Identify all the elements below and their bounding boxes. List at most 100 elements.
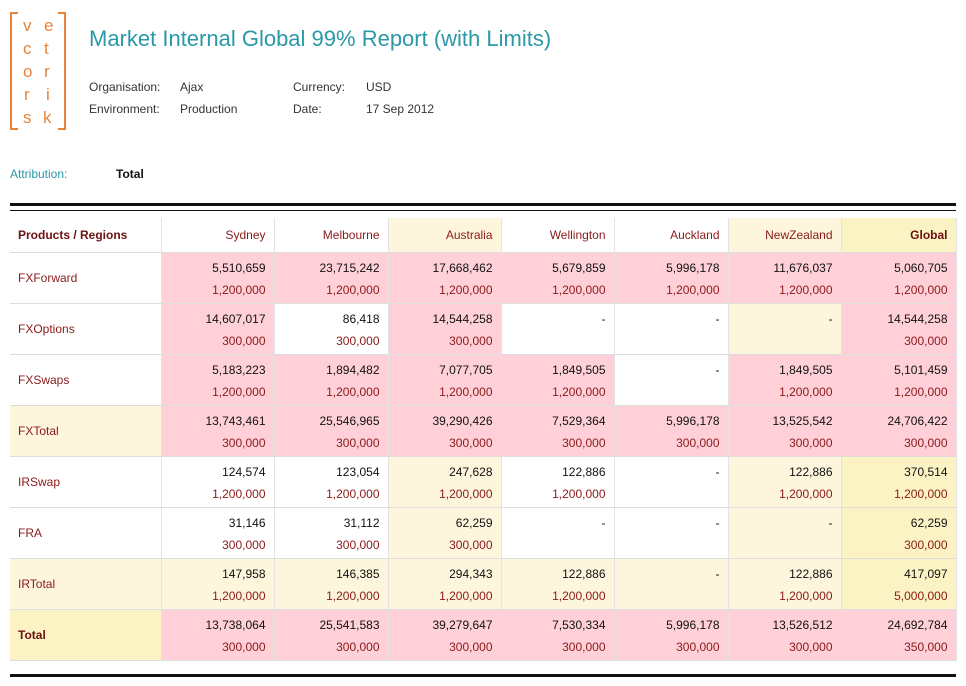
currency-value: USD	[366, 80, 392, 94]
value-cell: 14,544,258	[841, 303, 957, 330]
limit-cell	[614, 381, 729, 406]
value-cell: 7,530,334	[501, 609, 615, 636]
limit-cell: 1,200,000	[274, 381, 389, 406]
limit-cell: 300,000	[728, 636, 842, 661]
limit-cell: 300,000	[388, 534, 502, 559]
limit-cell: 300,000	[388, 330, 502, 355]
table-row: IRSwap 124,574 123,054 247,628 122,886-122,8…	[10, 456, 957, 508]
value-cell: -	[501, 507, 615, 534]
limit-cell: 300,000	[728, 432, 842, 457]
value-cell: 39,290,426	[388, 405, 502, 432]
limit-cell: 300,000	[161, 636, 275, 661]
value-cell: 5,679,859	[501, 252, 615, 279]
limit-cell: 1,200,000	[841, 381, 957, 406]
limit-cell: 1,200,000	[161, 585, 275, 610]
logo-letter: t	[44, 39, 49, 58]
column-header[interactable]: NewZealand	[728, 218, 842, 253]
logo-letter: r	[44, 62, 50, 81]
column-header[interactable]: Global	[841, 218, 957, 253]
attribution-value: Total	[116, 167, 144, 181]
value-cell: 122,886	[728, 456, 842, 483]
logo-letter: c	[23, 39, 32, 58]
value-cell: 11,676,037	[728, 252, 842, 279]
limit-cell: 1,200,000	[841, 483, 957, 508]
value-cell: 14,544,258	[388, 303, 502, 330]
row-label: FXSwaps	[10, 354, 162, 406]
limit-cell: 300,000	[841, 330, 957, 355]
date-label: Date:	[293, 102, 322, 116]
limit-cell: 300,000	[274, 432, 389, 457]
limit-cell: 1,200,000	[274, 585, 389, 610]
corner-header: Products / Regions	[10, 218, 162, 253]
table-row-limits: 300,000 300,000 300,000 300,000	[10, 330, 957, 355]
value-cell: 14,607,017	[161, 303, 275, 330]
limit-cell: 1,200,000	[274, 483, 389, 508]
limit-cell: 1,200,000	[728, 585, 842, 610]
limit-cell	[501, 330, 615, 355]
limit-cell	[501, 534, 615, 559]
column-header[interactable]: Sydney	[161, 218, 275, 253]
limit-cell: 1,200,000	[161, 381, 275, 406]
row-label: FRA	[10, 507, 162, 559]
value-cell: -	[614, 558, 729, 585]
table-bottom-rule	[10, 674, 956, 677]
value-cell: 23,715,242	[274, 252, 389, 279]
column-header[interactable]: Melbourne	[274, 218, 389, 253]
row-label: IRSwap	[10, 456, 162, 508]
logo-letter: k	[43, 108, 52, 127]
value-cell: 13,738,064	[161, 609, 275, 636]
value-cell: 370,514	[841, 456, 957, 483]
limit-cell: 1,200,000	[161, 279, 275, 304]
value-cell: -	[728, 507, 842, 534]
date-value: 17 Sep 2012	[366, 102, 435, 116]
value-cell: 62,259	[388, 507, 502, 534]
value-cell: 5,510,659	[161, 252, 275, 279]
table-row: FXOptions 14,607,017 86,418 14,544,258- - -14…	[10, 303, 957, 355]
logo-letter: o	[23, 62, 33, 81]
table-row: FXSwaps 5,183,223 1,894,482 7,077,705 1,849,…	[10, 354, 957, 406]
limit-cell: 350,000	[841, 636, 957, 661]
column-header[interactable]: Wellington	[501, 218, 615, 253]
limit-cell: 300,000	[388, 636, 502, 661]
limit-cell	[728, 330, 842, 355]
limit-cell: 300,000	[161, 432, 275, 457]
value-cell: 13,525,542	[728, 405, 842, 432]
limit-cell: 300,000	[161, 534, 275, 559]
value-cell: 86,418	[274, 303, 389, 330]
table-row-limits: 1,200,000 1,200,000 1,200,000 1,200,000 1,20…	[10, 483, 957, 508]
row-label: IRTotal	[10, 558, 162, 610]
report-title: Market Internal Global 99% Report (with …	[89, 26, 552, 51]
table-row: FRA 31,146 31,112 62,259- - -62,259	[10, 507, 957, 559]
attribution-label: Attribution:	[10, 167, 68, 181]
limit-cell	[614, 585, 729, 610]
column-header[interactable]: Australia	[388, 218, 502, 253]
table-row: IRTotal 147,958 146,385 294,343 122,886-122,…	[10, 558, 957, 610]
value-cell: 7,529,364	[501, 405, 615, 432]
value-cell: 1,849,505	[728, 354, 842, 381]
table-row-limits: 300,000 300,000 300,000 300,000 300,000 300,0…	[10, 432, 957, 457]
limit-cell: 300,000	[501, 636, 615, 661]
limit-cell: 1,200,000	[501, 585, 615, 610]
limit-cell: 300,000	[274, 330, 389, 355]
row-label: FXOptions	[10, 303, 162, 355]
environment-value: Production	[180, 102, 238, 116]
limit-cell: 1,200,000	[274, 279, 389, 304]
value-cell: 62,259	[841, 507, 957, 534]
value-cell: 31,112	[274, 507, 389, 534]
value-cell: 5,996,178	[614, 252, 729, 279]
value-cell: 1,894,482	[274, 354, 389, 381]
currency-label: Currency:	[293, 80, 346, 94]
table-row: FXTotal 13,743,461 25,546,965 39,290,426 7,5…	[10, 405, 957, 457]
value-cell: 122,886	[728, 558, 842, 585]
table-row: FXForward 5,510,659 23,715,242 17,668,462 5,…	[10, 252, 957, 304]
value-cell: 5,996,178	[614, 609, 729, 636]
value-cell: 122,886	[501, 456, 615, 483]
environment-label: Environment:	[89, 102, 160, 116]
limit-cell: 1,200,000	[388, 381, 502, 406]
table-top-rule	[10, 203, 956, 206]
value-cell: 24,706,422	[841, 405, 957, 432]
value-cell: 5,996,178	[614, 405, 729, 432]
column-header[interactable]: Auckland	[614, 218, 729, 253]
value-cell: -	[614, 456, 729, 483]
value-cell: 39,279,647	[388, 609, 502, 636]
